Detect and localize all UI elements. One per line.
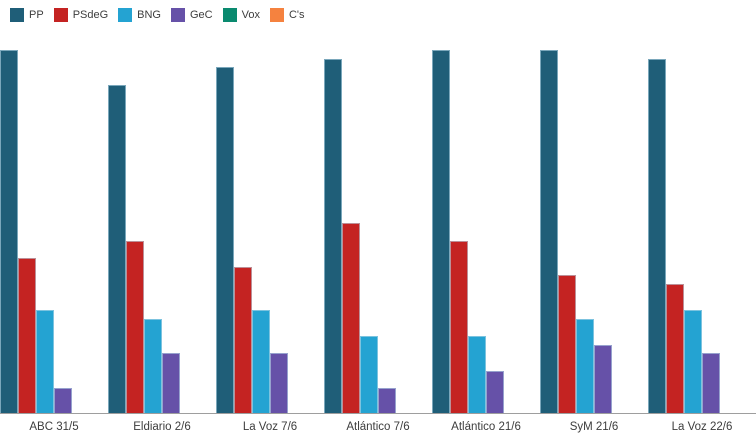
x-axis-labels: ABC 31/5 Eldiario 2/6 La Voz 7/6 Atlántico … (0, 414, 756, 433)
legend-item-psdeg: PSdeG (53, 8, 109, 22)
bar-group-atl-ntico-7-6 (324, 30, 432, 414)
x-axis-line (0, 413, 756, 414)
bar-psdeg-sym-21-6 (558, 275, 576, 414)
bar-group-la-voz-22-6 (648, 30, 756, 414)
bar-group-abc-31-5 (0, 30, 108, 414)
bar-gec-la-voz-22-6 (702, 353, 720, 414)
bar-gec-abc-31-5 (54, 388, 72, 414)
bar-psdeg-eldiario-2-6 (126, 240, 144, 414)
x-tick-label-la-voz-7-6: La Voz 7/6 (242, 421, 298, 433)
legend-swatch-c-s (269, 8, 284, 22)
bar-pp-atl-ntico-7-6 (324, 58, 342, 414)
legend-item-c-s: C's (269, 8, 305, 22)
bar-bng-atl-ntico-7-6 (360, 335, 378, 414)
bar-group-la-voz-7-6 (216, 30, 324, 414)
legend-item-gec: GeC (171, 8, 213, 22)
bar-bng-abc-31-5 (36, 309, 54, 414)
bar-pp-eldiario-2-6 (108, 84, 126, 414)
legend-swatch-bng (118, 8, 133, 22)
bar-pp-sym-21-6 (540, 49, 558, 414)
bar-psdeg-abc-31-5 (18, 257, 36, 414)
bar-bng-atl-ntico-21-6 (468, 335, 486, 414)
bar-gec-atl-ntico-7-6 (378, 388, 396, 414)
legend-item-pp: PP (10, 8, 44, 22)
legend-label-c-s: C's (288, 9, 305, 21)
legend-swatch-psdeg (53, 8, 68, 22)
x-tick-label-atl-ntico-21-6: Atlántico 21/6 (451, 421, 521, 433)
bar-psdeg-atl-ntico-21-6 (450, 240, 468, 414)
legend-label-bng: BNG (137, 9, 161, 21)
legend-label-psdeg: PSdeG (72, 9, 109, 21)
bar-group-sym-21-6 (540, 30, 648, 414)
x-tick-label-atl-ntico-7-6: Atlántico 7/6 (346, 421, 410, 433)
x-tick-label-abc-31-5: ABC 31/5 (29, 421, 79, 433)
legend-swatch-gec (171, 8, 185, 22)
legend-label-pp: PP (29, 9, 44, 21)
legend-item-vox: Vox (222, 8, 260, 22)
x-tick-label-eldiario-2-6: Eldiario 2/6 (133, 421, 191, 433)
bar-psdeg-la-voz-7-6 (234, 266, 252, 414)
x-tick-label-sym-21-6: SyM 21/6 (569, 421, 619, 433)
bar-bng-eldiario-2-6 (144, 318, 162, 414)
bar-gec-sym-21-6 (594, 344, 612, 414)
bar-bng-sym-21-6 (576, 318, 594, 414)
bar-gec-eldiario-2-6 (162, 353, 180, 414)
legend-swatch-vox (222, 8, 237, 22)
bar-group-eldiario-2-6 (108, 30, 216, 414)
bar-pp-abc-31-5 (0, 49, 18, 414)
bar-group-atl-ntico-21-6 (432, 30, 540, 414)
bar-psdeg-la-voz-22-6 (666, 283, 684, 414)
legend: PP PSdeG BNG GeC Vox C's (10, 8, 305, 22)
legend-label-vox: Vox (241, 9, 260, 21)
bar-bng-la-voz-22-6 (684, 309, 702, 414)
bar-pp-la-voz-7-6 (216, 67, 234, 414)
bar-gec-la-voz-7-6 (270, 353, 288, 414)
legend-label-gec: GeC (190, 9, 213, 21)
bar-bng-la-voz-7-6 (252, 309, 270, 414)
bar-groups (0, 30, 756, 414)
bar-psdeg-atl-ntico-7-6 (342, 223, 360, 414)
x-tick-label-la-voz-22-6: La Voz 22/6 (671, 421, 733, 433)
bar-pp-la-voz-22-6 (648, 58, 666, 414)
legend-item-bng: BNG (118, 8, 161, 22)
legend-swatch-pp (10, 8, 24, 22)
bar-pp-atl-ntico-21-6 (432, 49, 450, 414)
bar-gec-atl-ntico-21-6 (486, 370, 504, 414)
plot-area (0, 30, 756, 414)
